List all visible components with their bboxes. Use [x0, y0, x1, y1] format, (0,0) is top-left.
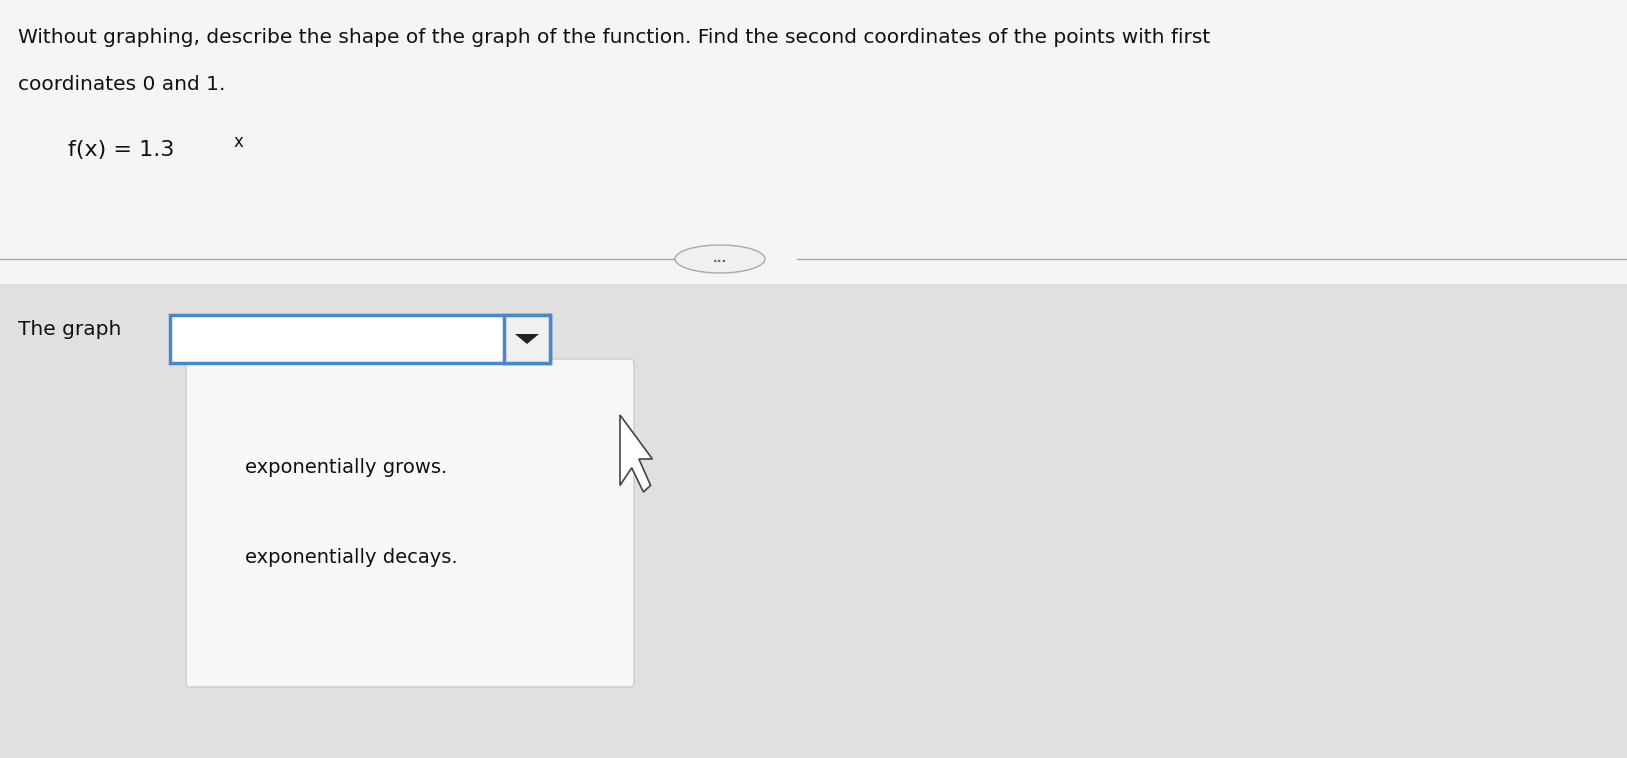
- Text: exponentially decays.: exponentially decays.: [246, 548, 457, 567]
- Text: exponentially grows.: exponentially grows.: [246, 458, 447, 477]
- Polygon shape: [620, 415, 652, 492]
- Ellipse shape: [675, 245, 765, 273]
- Text: The graph: The graph: [18, 320, 122, 339]
- Text: coordinates 0 and 1.: coordinates 0 and 1.: [18, 75, 226, 94]
- FancyBboxPatch shape: [0, 284, 1627, 758]
- FancyBboxPatch shape: [504, 315, 550, 363]
- Text: ...: ...: [713, 252, 727, 265]
- Text: f(x) = 1.3: f(x) = 1.3: [68, 140, 174, 160]
- Text: Without graphing, describe the shape of the graph of the function. Find the seco: Without graphing, describe the shape of …: [18, 28, 1210, 47]
- FancyBboxPatch shape: [185, 359, 635, 687]
- Polygon shape: [516, 334, 539, 344]
- FancyBboxPatch shape: [169, 315, 550, 363]
- FancyBboxPatch shape: [0, 0, 1627, 284]
- Text: x: x: [234, 133, 244, 151]
